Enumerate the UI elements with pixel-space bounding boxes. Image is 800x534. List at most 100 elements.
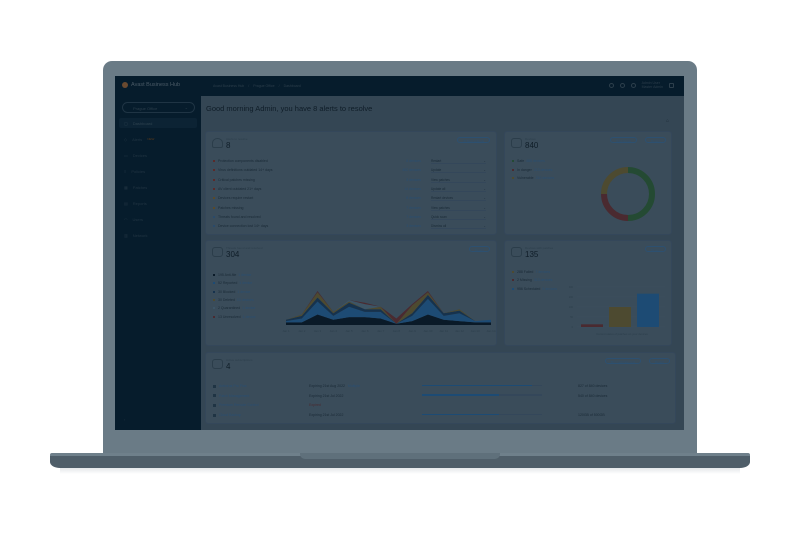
legend-swatch — [512, 287, 514, 290]
legend-link[interactable]: 465 devices — [526, 159, 545, 163]
alert-row[interactable]: Devices require restart — [213, 196, 383, 200]
legend-link[interactable]: 1 device — [242, 314, 256, 319]
sidebar-item-dashboard[interactable]: ▢ Dashboard — [119, 118, 197, 128]
subscription-extra-link[interactable]: Multiple — [347, 384, 360, 388]
help-icon[interactable] — [608, 82, 614, 88]
alert-action-select[interactable]: Restart ⌄ — [431, 159, 486, 164]
notifications-icon[interactable] — [619, 82, 625, 88]
legend-swatch — [512, 168, 514, 171]
alert-devices-link[interactable]: 7 devices — [406, 214, 421, 219]
subscription-status: Expiring 21st Jul 2022 — [309, 413, 346, 417]
legend-item: 13 Unresolved 1 device — [213, 315, 256, 319]
legend-link[interactable]: 1 device — [238, 273, 252, 277]
alert-row[interactable]: Virus definitions outdated 14+ days — [213, 168, 383, 172]
threats-count: 304 — [226, 250, 240, 259]
report-button[interactable]: Report — [644, 137, 666, 143]
collapse-sidebar-button[interactable]: ‹ — [119, 414, 197, 424]
user-avatar-icon[interactable] — [630, 82, 636, 88]
x-tick-label: Jan 1 — [282, 329, 290, 333]
legend-item: 288 Failed 7 devices — [512, 270, 550, 274]
alert-devices-link[interactable]: 6 devices — [406, 159, 421, 163]
alert-action-select[interactable]: Update all ⌄ — [431, 187, 486, 192]
alert-devices-link[interactable]: 7 devices — [406, 205, 421, 210]
alert-devices-link[interactable]: 8 devices — [406, 196, 421, 201]
alert-row[interactable]: Threats found and resolved — [213, 215, 383, 219]
legend-link[interactable]: 1 device — [242, 306, 256, 311]
subscriptions-card: Active subscriptions 4 Buy / activate ne… — [205, 352, 676, 424]
legend-item: In danger 213 devices — [512, 168, 552, 172]
action-label: View patches — [431, 205, 450, 210]
subscription-name-link[interactable]: Patch Management — [219, 393, 250, 398]
alert-devices-link[interactable]: 3 devices — [406, 177, 421, 182]
x-tick-label: Jan 8 — [393, 329, 401, 333]
subscription-name-link[interactable]: Premium Remote Control — [219, 403, 259, 408]
subscription-name-link[interactable]: Cloud Backup — [219, 413, 241, 418]
subscription-name-link[interactable]: Antivirus Pro Plus — [219, 384, 247, 388]
alert-row[interactable]: Protection components disabled — [213, 159, 383, 163]
legend-label: 288 Failed — [517, 270, 534, 274]
policies-icon: ≡ — [124, 169, 127, 174]
alert-row[interactable]: AV client outdated 21+ days — [213, 187, 383, 191]
x-tick-label: Jan 10 — [423, 329, 432, 333]
alert-action-select[interactable]: Quick scan ⌄ — [431, 215, 486, 220]
office-selector[interactable]: Prague Office ⌄ — [122, 102, 195, 113]
alert-row[interactable]: Critical patches missing — [213, 178, 383, 182]
legend-link[interactable]: 1 device — [237, 289, 251, 294]
sidebar-item-devices[interactable]: ▭ Devices — [119, 150, 197, 160]
alert-row[interactable]: Device connection lost 14+ days — [213, 224, 383, 228]
donut-slice-vulnerable — [601, 167, 629, 195]
buy-activate-button[interactable]: Buy / activate new — [604, 358, 641, 364]
report-button[interactable]: Report — [468, 246, 490, 252]
sidebar-item-reports[interactable]: ▤ Reports — [119, 198, 197, 208]
alert-action-select[interactable]: Update ⌄ — [431, 168, 486, 174]
legend-link[interactable]: 9 devices — [542, 286, 558, 291]
legend-swatch — [512, 279, 514, 282]
alert-devices-link[interactable]: 3 devices — [406, 224, 421, 229]
legend-label: 30 Deleted — [218, 297, 235, 302]
card-title: Active subscriptions — [226, 358, 253, 362]
alert-devices-link[interactable]: 14 devices — [404, 186, 421, 191]
alert-devices-link[interactable]: 452 devices — [402, 168, 421, 173]
legend-link[interactable]: 13 devices — [236, 297, 254, 302]
alert-action-select[interactable]: View patches ⌄ — [431, 206, 486, 211]
action-label: View patches — [431, 177, 450, 182]
legend-label: In danger — [517, 167, 532, 172]
patches-count: 135 — [525, 250, 539, 259]
breadcrumb-item[interactable]: Prague Office — [253, 84, 275, 88]
severity-icon — [213, 169, 215, 172]
legend-link[interactable]: 7 devices — [535, 270, 551, 274]
chevron-down-icon: ⌄ — [483, 186, 486, 191]
screen: Avast Business Hub Avast Business Hub / P… — [115, 76, 684, 430]
sidebar-item-patches[interactable]: ▦ Patches — [119, 182, 197, 192]
chevron-left-icon: ‹ — [124, 417, 126, 422]
report-button[interactable]: Report — [644, 246, 666, 252]
area-series-0 — [286, 314, 491, 325]
alert-settings-button[interactable]: ⚙ Alert settings — [457, 137, 490, 143]
add-device-button[interactable]: Add device — [610, 137, 637, 143]
nav-label: Alerts — [132, 137, 143, 142]
breadcrumb-item[interactable]: Avast Business Hub — [213, 84, 245, 88]
report-button[interactable]: Report — [648, 358, 670, 364]
customize-icon[interactable]: ⌂ — [666, 118, 670, 124]
sidebar-item-network[interactable]: ▥ Network — [119, 230, 197, 240]
user-menu[interactable]: Admin User Master Admin — [642, 81, 663, 89]
sidebar-item-policies[interactable]: ≡ Policies — [119, 166, 197, 176]
legend-link[interactable]: 210 devices — [535, 176, 555, 180]
sidebar-item-users[interactable]: ◠ Users — [119, 214, 197, 224]
legend-link[interactable]: 213 devices — [533, 167, 553, 172]
nav-label: Policies — [131, 169, 146, 174]
alert-action-select[interactable]: View patches ⌄ — [431, 178, 486, 183]
alerts-card: Alerts to resolve 8 ⚙ Alert settings Pro… — [205, 131, 497, 235]
alert-row[interactable]: Patches missing — [213, 206, 383, 210]
office-name: Prague Office — [133, 106, 158, 111]
severity-icon — [213, 225, 215, 228]
apps-icon[interactable] — [669, 82, 674, 88]
alert-action-select[interactable]: Restart devices ⌄ — [431, 196, 486, 202]
app-logo[interactable]: Avast Business Hub — [122, 82, 180, 88]
legend-link[interactable]: 1 device — [239, 281, 253, 286]
x-tick-label: Jan 13 — [471, 329, 480, 333]
nav-label: Users — [132, 217, 143, 222]
alert-action-select[interactable]: Dismiss all ⌄ — [431, 224, 486, 230]
legend-link[interactable]: 313 devices — [533, 278, 553, 283]
sidebar-item-alerts[interactable]: ◇ Alerts NEW — [119, 134, 197, 144]
